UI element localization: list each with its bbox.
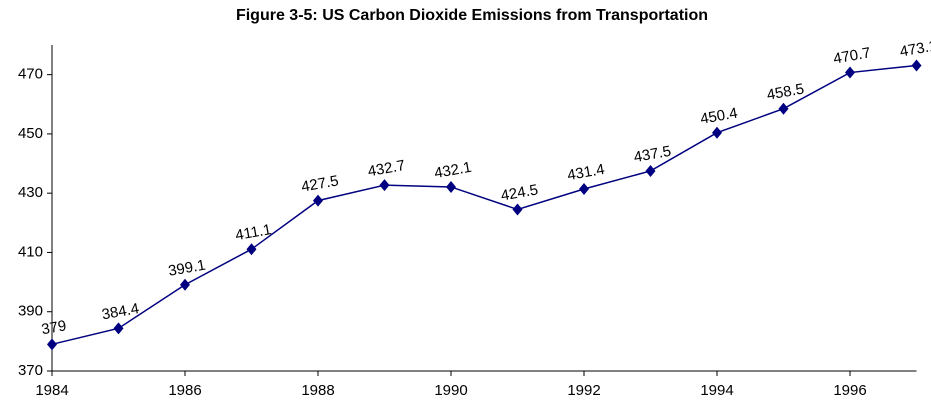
data-point xyxy=(645,164,656,177)
data-label: 431.4 xyxy=(566,161,606,184)
y-tick-label: 450 xyxy=(18,125,43,142)
data-point xyxy=(446,180,456,193)
x-tick-label: 1984 xyxy=(35,382,68,399)
x-tick-label: 1986 xyxy=(168,382,201,399)
data-label: 458.5 xyxy=(765,81,805,104)
y-tick-label: 430 xyxy=(18,184,43,201)
chart-title: Figure 3-5: US Carbon Dioxide Emissions … xyxy=(236,7,708,24)
data-label: 470.7 xyxy=(832,44,872,67)
data-point xyxy=(47,338,57,351)
data-point xyxy=(246,243,257,256)
x-tick-label: 1994 xyxy=(700,382,733,399)
x-tick-label: 1988 xyxy=(301,382,334,399)
y-tick-label: 370 xyxy=(18,362,43,379)
data-label: 424.5 xyxy=(499,181,539,204)
data-label: 450.4 xyxy=(699,105,739,128)
data-label: 432.7 xyxy=(366,157,406,180)
data-point xyxy=(113,322,124,335)
data-point xyxy=(845,66,855,79)
y-tick-label: 470 xyxy=(18,66,43,83)
data-point xyxy=(379,179,390,192)
x-tick-label: 1996 xyxy=(833,382,866,399)
data-label: 427.5 xyxy=(300,172,340,195)
data-label: 384.4 xyxy=(100,300,140,323)
data-point xyxy=(512,203,523,216)
data-point xyxy=(313,194,323,207)
data-point xyxy=(911,59,922,72)
data-point xyxy=(579,183,589,196)
data-label: 432.1 xyxy=(433,159,473,182)
data-point xyxy=(712,126,722,139)
data-point xyxy=(180,278,190,291)
data-point xyxy=(778,102,789,115)
data-label: 437.5 xyxy=(632,143,672,166)
data-label: 473.1 xyxy=(898,37,931,60)
data-label: 411.1 xyxy=(234,221,273,244)
x-tick-label: 1992 xyxy=(567,382,600,399)
x-tick-label: 1990 xyxy=(434,382,467,399)
data-label: 379 xyxy=(40,317,68,338)
y-tick-label: 410 xyxy=(18,243,43,260)
y-tick-label: 390 xyxy=(18,303,43,320)
series-line xyxy=(51,64,917,346)
data-label: 399.1 xyxy=(167,257,207,280)
